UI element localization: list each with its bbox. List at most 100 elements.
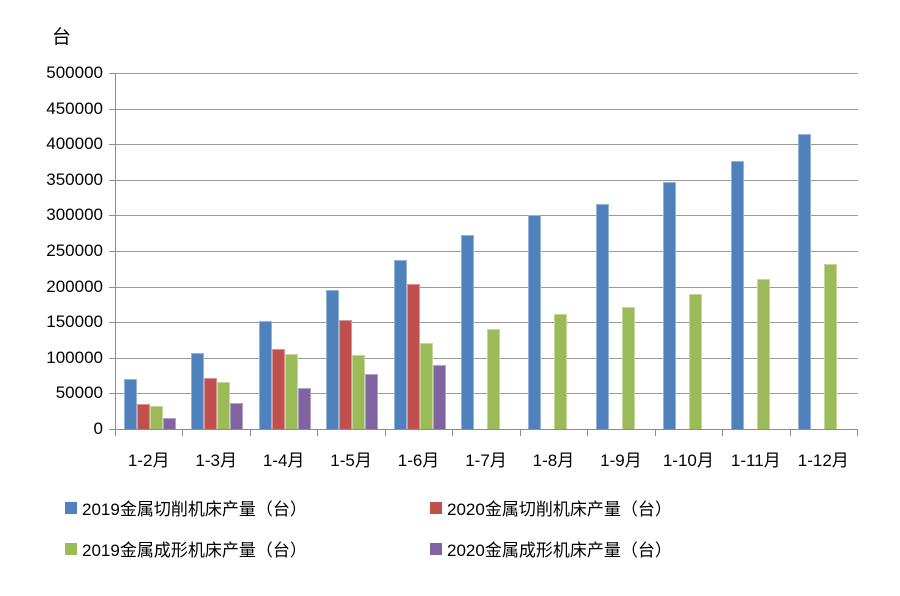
x-tick-label: 1-3月 (195, 451, 237, 470)
y-axis-tick-mark (109, 357, 115, 359)
legend-swatch (430, 501, 442, 514)
gridline (116, 179, 858, 181)
bar (204, 378, 218, 429)
x-axis-tick-mark (182, 430, 184, 436)
bar (162, 417, 176, 429)
bar (191, 352, 205, 429)
y-tick-label: 450000 (46, 98, 103, 118)
bar (297, 387, 311, 429)
bar (663, 181, 677, 429)
x-tick-label: 1-6月 (397, 451, 440, 470)
gridline (116, 108, 858, 110)
x-tick-label: 1-11月 (730, 451, 781, 470)
legend-label: 2019金属成形机床产量（台） (82, 541, 307, 560)
y-axis-tick-mark (109, 215, 115, 217)
y-tick-label: 150000 (46, 312, 103, 332)
bar (365, 374, 379, 429)
bar (284, 354, 298, 429)
bar (528, 215, 542, 429)
x-axis-tick-mark (789, 430, 791, 436)
plot-area (115, 73, 858, 430)
y-axis-tick-mark (109, 73, 115, 74)
gridline (116, 144, 858, 146)
bar (339, 320, 353, 429)
legend-item: 2019金属切削机床产量（台） (65, 495, 307, 520)
y-tick-label: 50000 (55, 383, 103, 403)
bar (271, 348, 285, 429)
gridline (116, 215, 858, 217)
y-axis-tick-mark (109, 429, 115, 430)
y-tick-label: 100000 (46, 347, 103, 367)
bar (136, 404, 150, 429)
bar (258, 320, 272, 429)
gridline (116, 286, 858, 288)
legend-label: 2019金属切削机床产量（台） (82, 500, 307, 519)
legend-swatch (65, 542, 77, 555)
bar (595, 204, 609, 429)
x-axis-tick-mark (384, 430, 386, 436)
x-axis-tick-mark (587, 430, 589, 436)
x-axis-tick-mark (249, 430, 251, 436)
x-tick-label: 1-4月 (262, 451, 305, 470)
y-axis-tick-mark (109, 144, 115, 146)
y-tick-label: 500000 (46, 63, 103, 82)
y-axis-tick-mark (109, 286, 115, 288)
y-tick-label: 200000 (46, 276, 103, 296)
bar (217, 382, 231, 429)
x-tick-label: 1-7月 (465, 451, 507, 470)
bar (419, 342, 433, 429)
legend-swatch (65, 501, 77, 514)
bar (824, 263, 838, 429)
gridline (116, 322, 858, 324)
x-tick-label: 1-12月 (797, 451, 849, 470)
y-tick-label: 0 (93, 419, 103, 438)
x-axis-tick-mark (115, 430, 116, 436)
bar (554, 314, 568, 429)
bar (461, 235, 474, 429)
y-axis-tick-mark (109, 251, 115, 252)
bar (149, 406, 163, 429)
legend-item: 2020金属成形机床产量（台） (430, 536, 672, 561)
bar (798, 133, 812, 429)
x-tick-label: 1-5月 (330, 451, 372, 470)
legend-swatch (430, 542, 442, 555)
x-tick-label: 1-8月 (532, 451, 575, 470)
x-axis-tick-mark (452, 430, 454, 436)
legend-item: 2020金属切削机床产量（台） (430, 495, 672, 520)
bar (352, 354, 366, 429)
x-tick-label: 1-9月 (600, 451, 642, 470)
y-axis-tick-mark (109, 108, 115, 110)
x-axis-tick-mark (857, 430, 858, 436)
bar (756, 278, 770, 429)
bar (730, 161, 744, 429)
x-axis-tick-mark (654, 430, 656, 436)
y-tick-label: 300000 (46, 205, 103, 225)
x-axis-tick-mark (722, 430, 724, 436)
y-tick-label: 400000 (46, 134, 103, 154)
y-axis-title: 台 (52, 27, 72, 48)
bar (689, 293, 703, 429)
bar (406, 283, 420, 429)
legend-item: 2019金属成形机床产量（台） (65, 536, 307, 561)
legend-label: 2020金属切削机床产量（台） (447, 500, 672, 519)
y-axis-tick-mark (109, 179, 115, 181)
bar (230, 403, 244, 429)
y-tick-label: 350000 (46, 169, 103, 189)
x-tick-label: 1-10月 (662, 451, 714, 470)
bar (393, 259, 407, 429)
x-axis-tick-mark (519, 430, 521, 436)
y-axis-tick-mark (109, 393, 115, 395)
x-axis-tick-mark (317, 430, 319, 436)
legend-label: 2020金属成形机床产量（台） (447, 541, 672, 560)
bar (123, 379, 137, 429)
gridline (116, 251, 858, 252)
bar (326, 290, 340, 429)
y-axis-tick-mark (109, 322, 115, 324)
y-tick-label: 250000 (46, 241, 103, 260)
bar (487, 328, 500, 429)
bar (432, 364, 446, 429)
bar (621, 306, 635, 429)
x-tick-label: 1-2月 (127, 451, 170, 470)
gridline (116, 73, 858, 74)
